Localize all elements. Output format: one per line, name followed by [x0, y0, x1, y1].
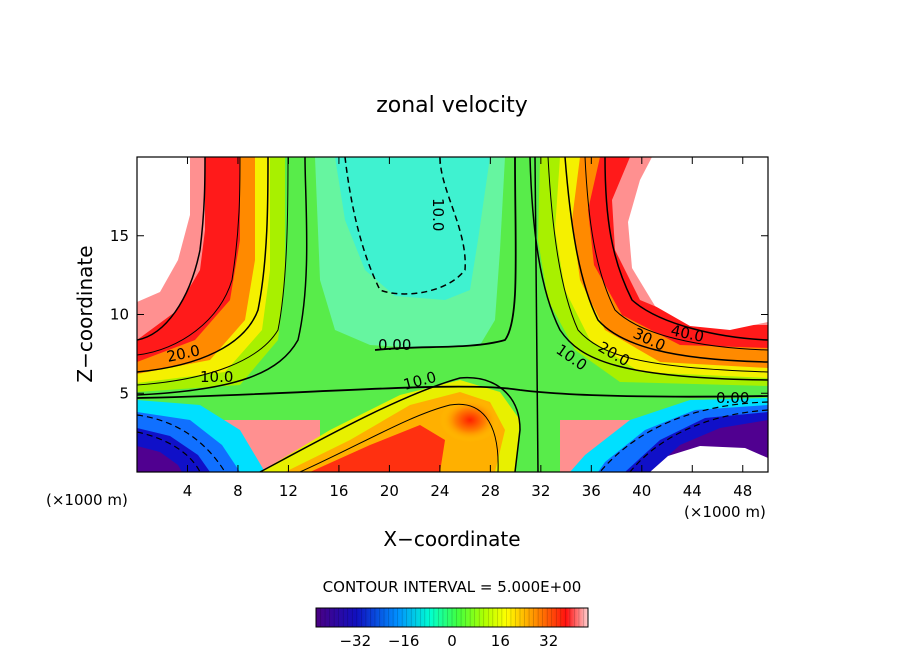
x-tick-label-20: 20 [380, 482, 399, 500]
y-tick-label-10: 10 [110, 306, 129, 324]
x-tick-label-44: 44 [683, 482, 702, 500]
colorbar-tick-label: −16 [388, 632, 420, 650]
contour-label-core-10: 10.0 [429, 198, 447, 231]
velocity-field [137, 157, 768, 472]
cold-band-violet [137, 446, 182, 472]
x-tick-label-40: 40 [632, 482, 651, 500]
contour-zero-left [374, 157, 517, 351]
colorbar-tick-label: 0 [447, 632, 457, 650]
x-tick-label-48: 48 [733, 482, 752, 500]
y-axis-ticks: 5 10 15 [110, 227, 768, 402]
contour-cold-right-2 [629, 409, 768, 472]
contour-lines [137, 157, 768, 472]
x-tick-label-4: 4 [183, 482, 193, 500]
band-right-yellow [548, 157, 768, 384]
colorbar-tick-label: −32 [339, 632, 371, 650]
contour-left-4 [137, 157, 289, 386]
x-tick-label-16: 16 [329, 482, 348, 500]
x-tick-label-32: 32 [531, 482, 550, 500]
contour-right-2 [547, 157, 768, 373]
x-tick-label-28: 28 [481, 482, 500, 500]
x-tick-label-12: 12 [279, 482, 298, 500]
x-unit-left: (×1000 m) [46, 491, 128, 509]
contour-left-3 [137, 157, 269, 373]
colorbar-stripes [320, 608, 584, 627]
contour-zero-bottom [137, 385, 768, 399]
colorbar [315, 607, 589, 628]
contour-dashed-core [344, 157, 466, 295]
colorbar-ticks: −32 −16 0 16 32 [339, 632, 558, 650]
mask-upper-right [628, 157, 768, 330]
contour-label-center-zero: 0.00 [378, 336, 411, 354]
contour-cold-left-2 [137, 431, 201, 472]
band-left-green [137, 157, 330, 420]
contour-interval-text: CONTOUR INTERVAL = 5.000E+00 [323, 578, 582, 596]
x-axis-ticks: 4 8 12 16 20 24 28 32 36 40 44 48 [183, 157, 752, 500]
colorbar-tick-label: 32 [539, 632, 558, 650]
contour-cold-right-1 [599, 401, 768, 472]
warm-jet-red [310, 425, 445, 472]
contour-left-2 [137, 157, 241, 356]
contour-jet-outer [259, 376, 521, 472]
contour-cold-left-1 [137, 414, 226, 472]
contour-left-5 [137, 157, 308, 396]
y-axis-label: Z−coordinate [73, 245, 97, 382]
central-cold-core [335, 157, 490, 300]
y-tick-label-15: 15 [110, 227, 129, 245]
contour-right-1 [529, 157, 768, 381]
contour-right-3 [564, 157, 768, 363]
x-unit-right: (×1000 m) [684, 503, 766, 521]
x-tick-label-24: 24 [430, 482, 449, 500]
x-axis-label: X−coordinate [383, 527, 520, 551]
contour-right-5 [604, 157, 768, 341]
band-right-orange [560, 157, 768, 378]
contour-label-right-zero: 0.00 [716, 389, 749, 407]
contour-label-left-10: 10.0 [200, 368, 233, 386]
band-right-green [515, 157, 768, 420]
x-tick-label-8: 8 [233, 482, 243, 500]
mask-lower-right [650, 446, 768, 472]
y-tick-label-5: 5 [119, 384, 129, 402]
contour-right-4 [584, 157, 768, 351]
contour-vertical-center [534, 157, 539, 472]
warm-core [440, 398, 500, 442]
contour-left-1 [137, 157, 206, 341]
chart-title: zonal velocity [376, 93, 528, 118]
x-tick-label-36: 36 [582, 482, 601, 500]
contour-jet-inner [299, 403, 499, 472]
colorbar-tick-label: 16 [491, 632, 510, 650]
mask-upper-left [137, 157, 190, 302]
